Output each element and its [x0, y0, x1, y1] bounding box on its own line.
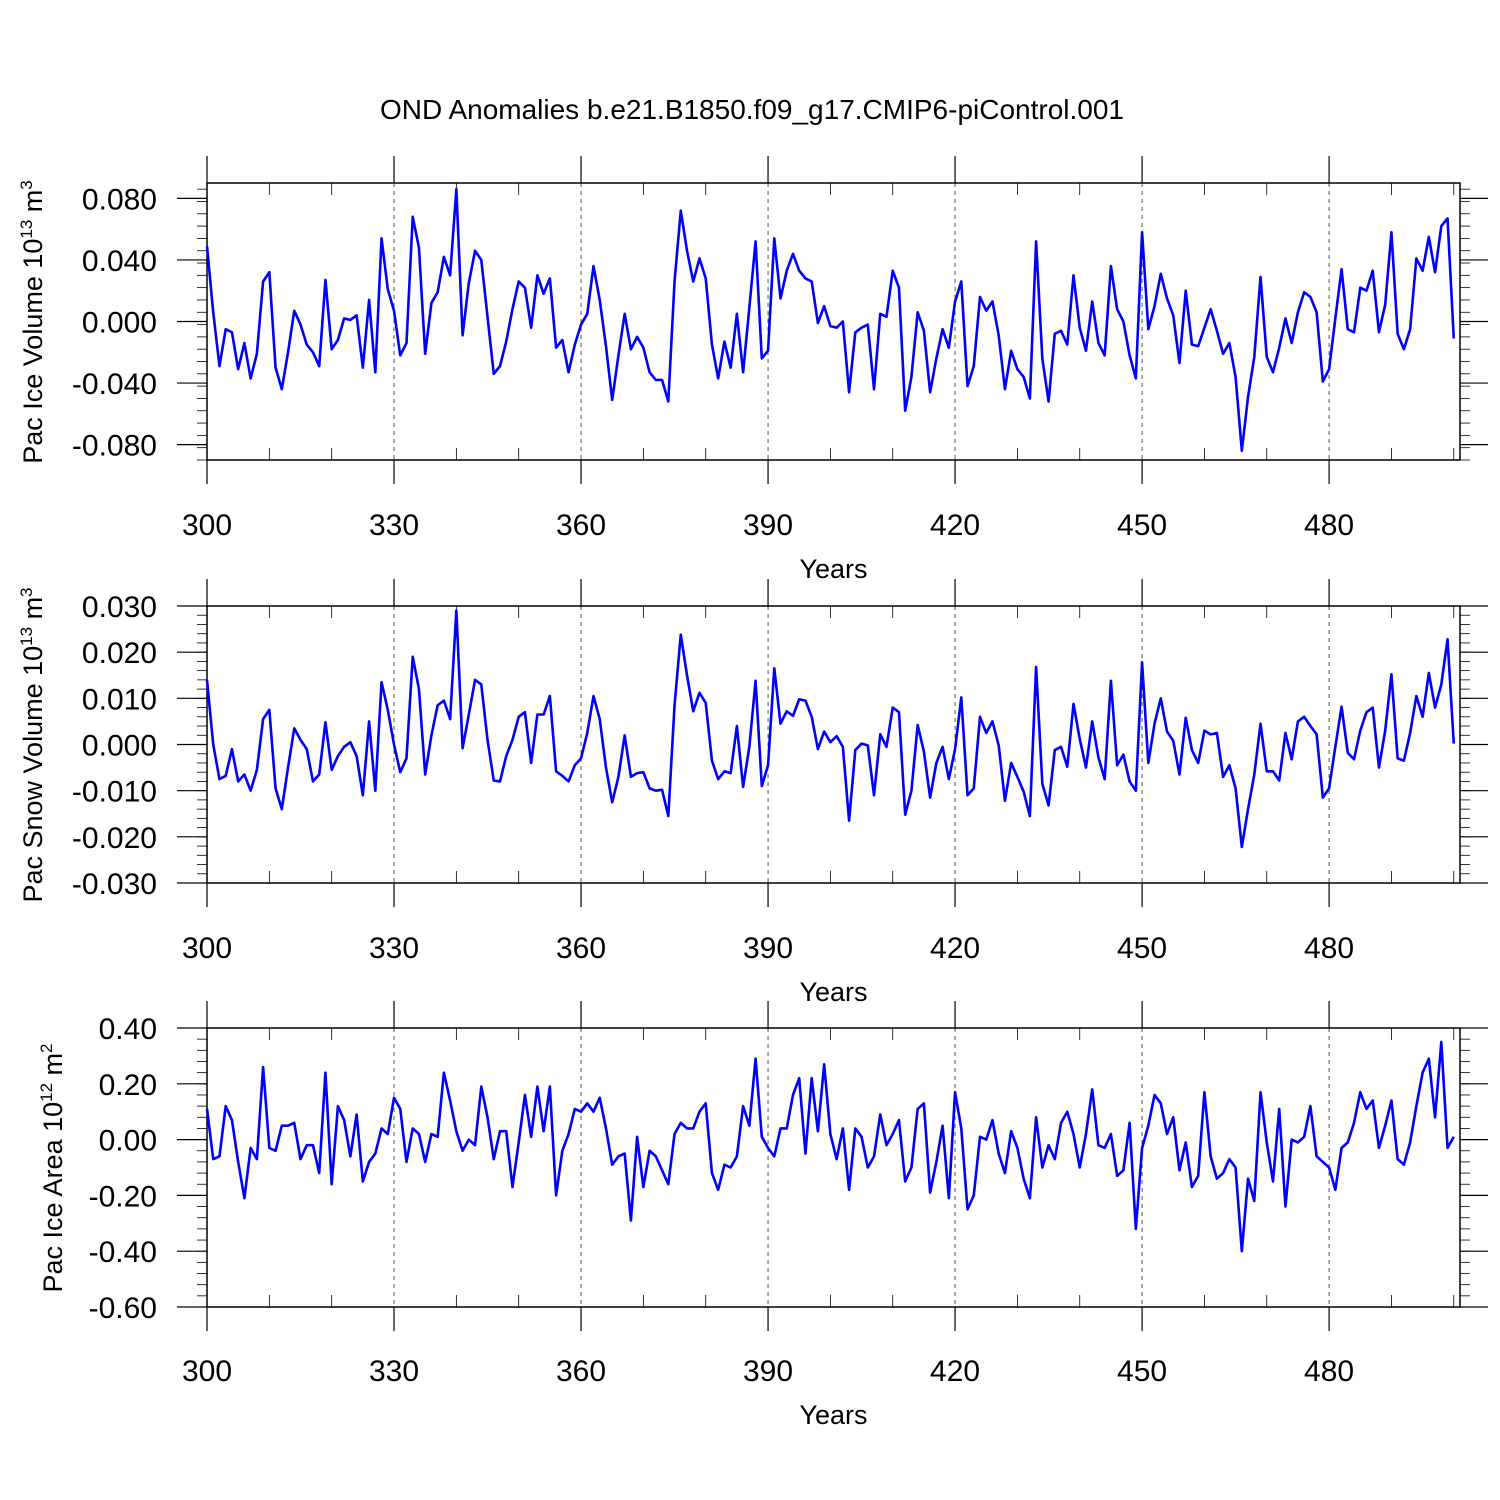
x-tick-label: 390	[743, 509, 793, 542]
x-tick-label: 390	[743, 932, 793, 965]
x-tick-label: 450	[1117, 509, 1167, 542]
x-tick-label: 360	[556, 932, 606, 965]
y-tick-label: -0.010	[72, 776, 157, 809]
chart-panel-1: 0.080 0.040 0.000 -0.040 -0.080 300 330 360 390 4…	[17, 156, 1488, 584]
y-tick-label: 0.000	[82, 730, 157, 763]
x-tick-label: 480	[1304, 1355, 1354, 1388]
y-tick-label: 0.000	[82, 307, 157, 340]
y-tick-label: -0.080	[72, 430, 157, 463]
x-tick-label: 420	[930, 932, 980, 965]
plot-frame	[206, 1027, 1461, 1308]
x-tick-label: 450	[1117, 932, 1167, 965]
x-axis-label: Years	[799, 977, 867, 1007]
x-tick-label: 300	[182, 509, 232, 542]
x-tick-label: 300	[182, 932, 232, 965]
y-tick-label: 0.080	[82, 183, 157, 216]
y-tick-label: -0.020	[72, 822, 157, 855]
y-tick-label: -0.60	[89, 1292, 157, 1325]
x-tick-label: 480	[1304, 932, 1354, 965]
x-tick-label: 390	[743, 1355, 793, 1388]
x-tick-label: 330	[369, 932, 419, 965]
y-tick-label: 0.030	[82, 591, 157, 624]
y-tick-label: -0.40	[89, 1236, 157, 1269]
data-series-line	[205, 609, 1456, 849]
y-tick-label: 0.020	[82, 637, 157, 670]
chart-panel-3: 0.40 0.20 0.00 -0.20 -0.40 -0.60 300 330 360 390 4…	[37, 1001, 1488, 1430]
x-tick-label: 480	[1304, 509, 1354, 542]
y-tick-label: 0.040	[82, 245, 157, 278]
y-tick-label: 0.20	[99, 1069, 157, 1102]
x-tick-label: 420	[930, 1355, 980, 1388]
y-tick-label: 0.00	[99, 1125, 157, 1158]
chart-panel-2: 0.030 0.020 0.010 0.000 -0.010 -0.020 -0.030 30…	[17, 579, 1488, 1007]
chart-title: OND Anomalies b.e21.B1850.f09_g17.CMIP6-…	[380, 94, 1124, 125]
x-tick-label: 330	[369, 1355, 419, 1388]
x-tick-label: 450	[1117, 1355, 1167, 1388]
x-tick-label: 330	[369, 509, 419, 542]
y-tick-label: 0.010	[82, 683, 157, 716]
x-tick-label: 360	[556, 509, 606, 542]
data-series-line	[205, 187, 1456, 453]
y-tick-label: 0.40	[99, 1013, 157, 1046]
y-axis-label: Pac Snow Volume 1013 m3	[17, 587, 48, 902]
y-tick-label: -0.20	[89, 1180, 157, 1213]
y-axis-label: Pac Ice Volume 1013 m3	[17, 180, 48, 464]
x-tick-label: 360	[556, 1355, 606, 1388]
x-axis-label: Years	[799, 554, 867, 584]
y-tick-label: -0.040	[72, 368, 157, 401]
x-tick-label: 420	[930, 509, 980, 542]
y-axis-label: Pac Ice Area 1012 m2	[37, 1043, 68, 1292]
y-tick-label: -0.030	[72, 868, 157, 901]
x-tick-label: 300	[182, 1355, 232, 1388]
data-series-line	[205, 1040, 1455, 1253]
x-axis-label: Years	[799, 1400, 867, 1430]
